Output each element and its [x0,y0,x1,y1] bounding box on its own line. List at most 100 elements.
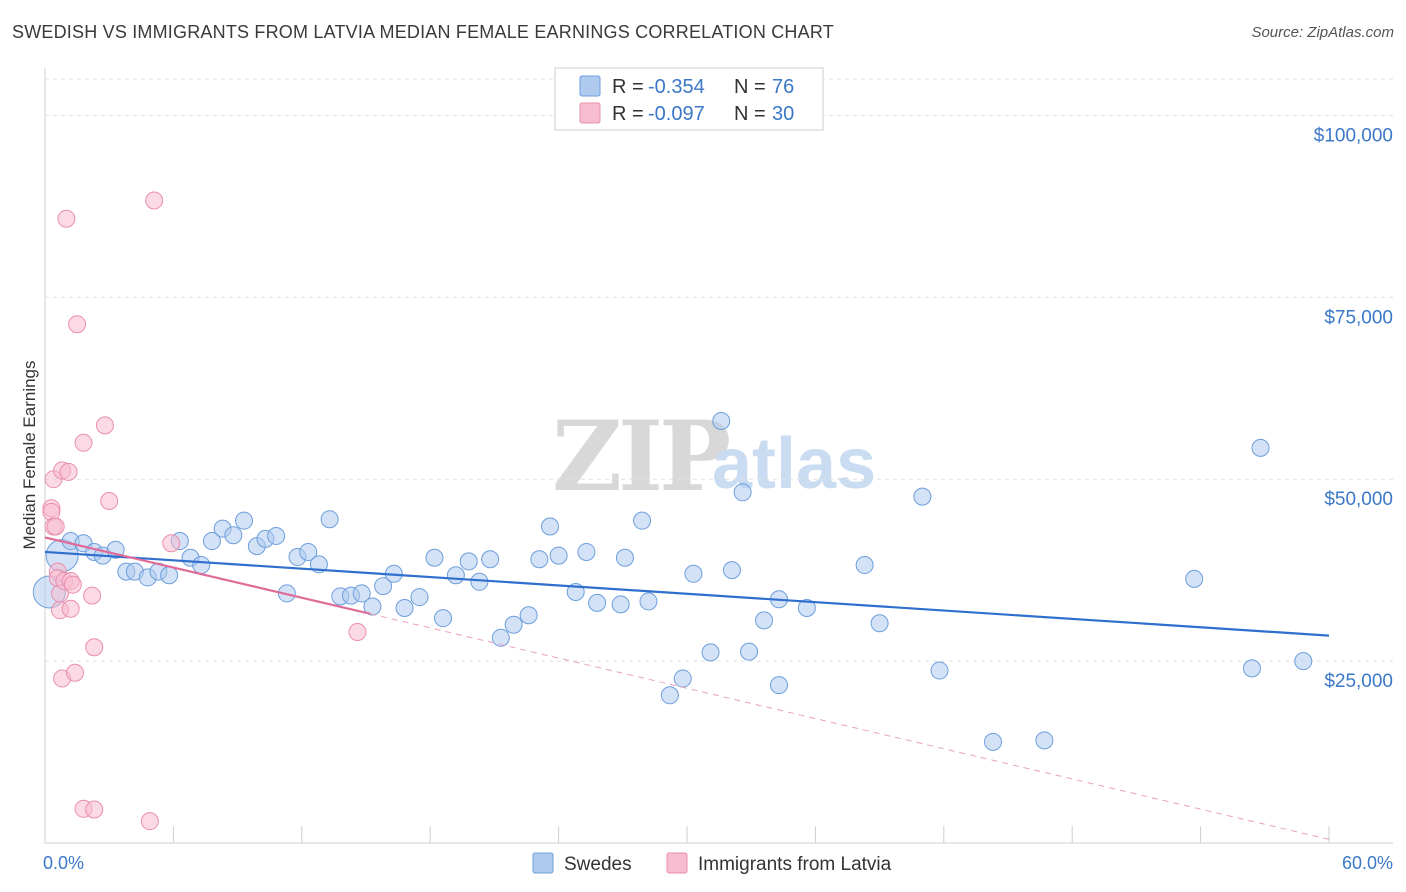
watermark-zip: ZIP [552,400,729,513]
data-point [162,534,181,553]
legend-swatch-latvia [579,102,601,124]
data-point [755,611,774,630]
data-point [1294,652,1313,671]
legend-n-value: 76 [772,76,794,98]
bottom-legend-latvia: Immigrants from Latvia [698,854,892,875]
legend-r-label: R = [612,103,644,125]
data-point [235,511,254,530]
data-point [410,588,429,607]
data-point [224,526,243,545]
data-point [83,586,102,605]
data-point [733,483,752,502]
legend-swatch-swedes [579,75,601,97]
data-point [712,411,731,430]
data-point [59,462,78,481]
data-point [615,548,634,567]
data-point [85,800,104,819]
data-point [611,595,630,614]
bottom-legend: Swedes Immigrants from Latvia [532,852,892,875]
bottom-legend-swatch-swedes [532,852,554,874]
data-point [425,548,444,567]
y-tick-labels: $25,000 $50,000 $75,000 $100,000 [1314,125,1393,692]
data-point [74,433,93,452]
data-point [320,510,339,529]
data-point [348,622,367,641]
data-point [549,546,568,565]
data-point [68,315,87,334]
data-point [192,556,211,575]
data-point [684,564,703,583]
data-point [930,661,949,680]
data-point [459,552,478,571]
data-point [673,669,692,688]
data-point [984,732,1003,751]
legend-n-label: N = [734,76,766,98]
data-point [588,593,607,612]
legend-n-label: N = [734,103,766,125]
data-point [1251,438,1270,457]
legend-box: R = -0.354 N = 76 R = -0.097 N = 30 [554,67,824,131]
data-point [352,584,371,603]
x-ticks [44,826,1330,843]
data-point [797,598,816,617]
x-tick-label-max: 60.0% [1342,853,1393,873]
data-point [470,572,489,591]
x-tick-label-min: 0.0% [43,853,84,873]
bottom-legend-swedes: Swedes [564,854,632,875]
data-point [160,566,179,585]
data-point [491,628,510,647]
data-point [660,686,679,705]
data-point [446,566,465,585]
source-credit: Source: ZipAtlas.com [1251,24,1394,41]
data-point [57,209,76,228]
data-point [46,517,65,536]
legend-r-label: R = [612,76,644,98]
trend-line-swedes [44,550,1330,637]
data-point [1185,569,1204,588]
data-point [722,561,741,580]
legend-r-value: -0.354 [648,76,705,98]
data-point [434,609,453,628]
trend-line-extension [370,613,1330,840]
y-tick-label: $25,000 [1324,671,1393,692]
legend-n-value: 30 [772,103,794,125]
data-point [202,532,221,551]
watermark: ZIP atlas [552,400,876,513]
chart-title: SWEDISH VS IMMIGRANTS FROM LATVIA MEDIAN… [12,22,834,42]
data-point [870,614,889,633]
data-point [855,556,874,575]
data-point [639,592,658,611]
data-point [633,511,652,530]
data-point [577,542,596,561]
data-point [145,191,164,210]
data-point [541,517,560,536]
data-point [913,487,932,506]
data-point [140,812,159,831]
data-point [299,542,318,561]
data-point [374,577,393,596]
data-point [1035,731,1054,750]
bottom-legend-swatch-latvia [666,852,688,874]
data-point [1242,659,1261,678]
data-point [65,663,84,682]
data-point [395,598,414,617]
data-point [100,492,119,511]
data-point [481,550,500,569]
data-point [504,615,523,634]
data-point [61,599,80,618]
trend-lines [44,536,1330,840]
data-point [363,597,382,616]
series-layer [32,191,1313,831]
data-point [770,676,789,695]
data-point [519,606,538,625]
data-point [701,643,720,662]
data-point [85,638,104,657]
y-tick-label: $50,000 [1324,489,1393,510]
y-tick-label: $100,000 [1314,125,1393,146]
data-point [530,550,549,569]
series-latvia [42,191,367,831]
legend-r-value: -0.097 [648,103,705,125]
data-point [95,416,114,435]
y-axis-label: Median Female Earnings [20,361,39,550]
